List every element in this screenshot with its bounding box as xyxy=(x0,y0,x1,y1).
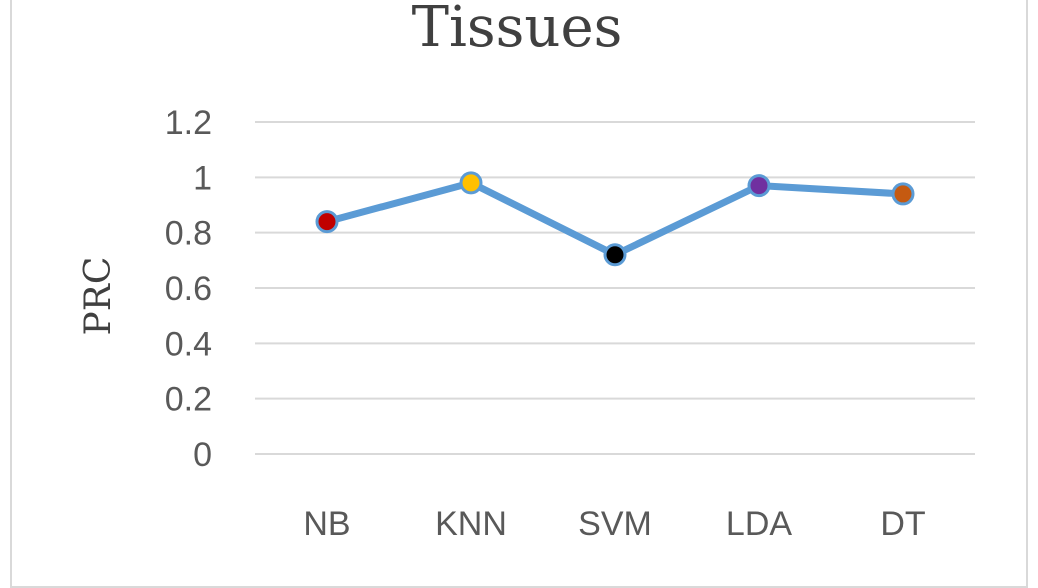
data-point-marker xyxy=(603,243,627,267)
y-tick-label: 0.2 xyxy=(165,381,212,419)
y-tick-label: 0 xyxy=(193,436,212,474)
x-tick-label: NB xyxy=(303,505,350,543)
y-tick-label: 1 xyxy=(193,159,212,197)
y-tick-label: 0.4 xyxy=(165,325,212,363)
markers xyxy=(315,171,915,267)
x-tick-label: LDA xyxy=(726,505,792,543)
gridlines xyxy=(255,121,975,455)
y-tick-label: 0.8 xyxy=(165,215,212,253)
y-axis-label: PRC xyxy=(78,257,119,336)
chart-frame xyxy=(10,0,1028,588)
y-tick-label: 1.2 xyxy=(165,104,212,142)
x-tick-label: KNN xyxy=(435,505,507,543)
y-tick-label: 0.6 xyxy=(165,270,212,308)
data-point-marker xyxy=(747,174,771,198)
chart-title: Tissues xyxy=(412,0,623,60)
line-chart: Tissues PRC 0 0.2 0.4 0.6 0.8 1 1.2 NB KNN SVM LD… xyxy=(78,0,975,543)
y-axis-ticks: 0 0.2 0.4 0.6 0.8 1 1.2 xyxy=(165,104,212,474)
x-axis-ticks: NB KNN SVM LDA DT xyxy=(303,505,925,543)
data-point-marker xyxy=(891,182,915,206)
x-tick-label: DT xyxy=(880,505,925,543)
x-tick-label: SVM xyxy=(578,505,652,543)
data-point-marker xyxy=(459,171,483,195)
data-point-marker xyxy=(315,210,339,234)
